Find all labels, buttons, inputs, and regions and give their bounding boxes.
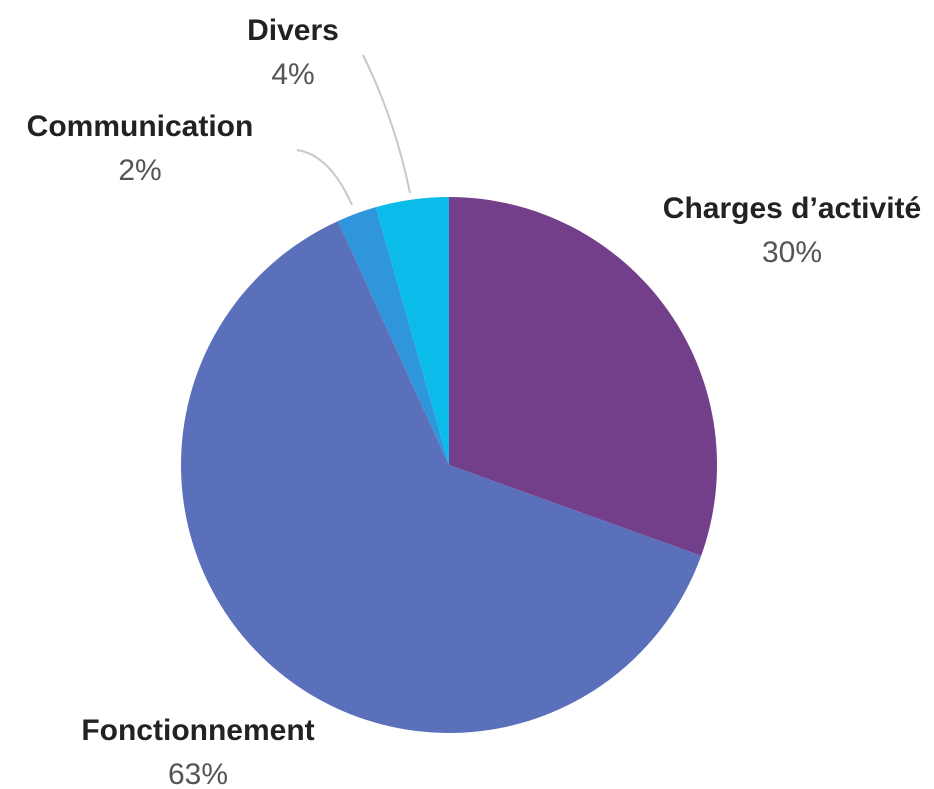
- slice-labels: Charges d’activité 30% Fonctionnement 63% Co…: [27, 14, 922, 789]
- pie-slice-4: [375, 197, 449, 465]
- slice-label-percent: 30%: [762, 236, 822, 269]
- slice-label-name: Communication: [27, 110, 254, 143]
- slice-label-percent: 2%: [118, 154, 161, 187]
- pie-slice-3: [337, 207, 449, 465]
- leader-lines: [296, 54, 411, 206]
- slice-label-name: Charges d’activité: [663, 192, 921, 225]
- pie-slice-1: [449, 197, 718, 556]
- pie-slice-2: [181, 221, 702, 733]
- slice-label-name: Fonctionnement: [81, 714, 314, 747]
- slice-label-percent: 63%: [168, 758, 228, 789]
- leader-line-4: [362, 54, 411, 194]
- pie-slices: [181, 197, 718, 733]
- slice-label-percent: 4%: [271, 58, 314, 91]
- slice-label-name: Divers: [247, 14, 339, 47]
- leader-line-3: [296, 149, 353, 206]
